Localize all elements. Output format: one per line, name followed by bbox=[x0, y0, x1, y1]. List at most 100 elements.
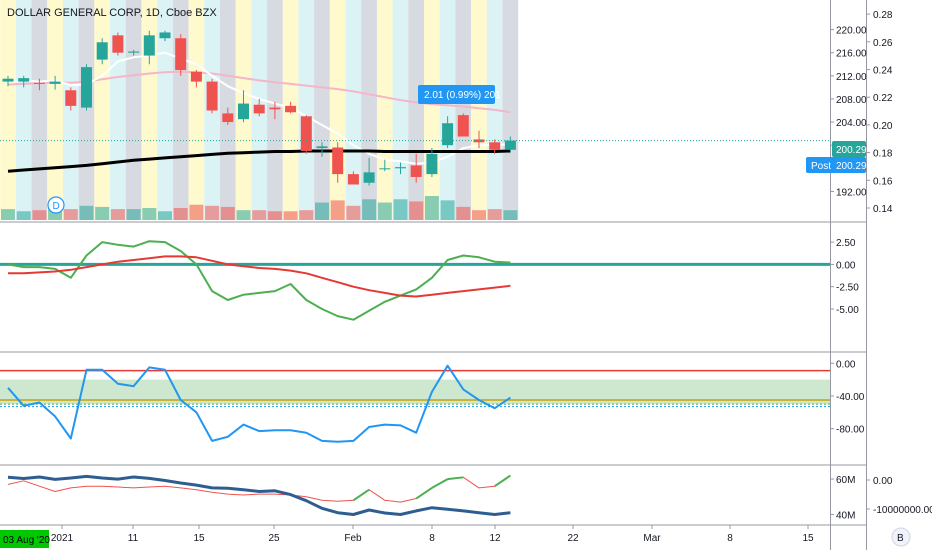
volume-bar bbox=[487, 209, 502, 220]
volume-bar bbox=[299, 210, 314, 220]
right-tick-label: 0.26 bbox=[873, 38, 893, 49]
x-tick-label: 11 bbox=[128, 533, 139, 544]
candle-body[interactable] bbox=[410, 165, 422, 177]
candle-body[interactable] bbox=[206, 81, 218, 111]
x-tick-label: 8 bbox=[429, 533, 435, 544]
candle-body[interactable] bbox=[269, 107, 281, 110]
williams-r-pane[interactable] bbox=[0, 364, 830, 443]
cycle-stripe bbox=[502, 0, 519, 220]
cycle-stripe bbox=[392, 0, 409, 220]
candle-body[interactable] bbox=[504, 140, 516, 150]
volume-bar bbox=[236, 210, 251, 220]
candle-body[interactable] bbox=[316, 146, 328, 149]
price-tick-label: 192.00 bbox=[836, 187, 867, 198]
x-tick-label: 2021 bbox=[51, 533, 74, 544]
candle-body[interactable] bbox=[285, 105, 297, 113]
candle-body[interactable] bbox=[347, 174, 359, 185]
volume-bar bbox=[32, 210, 47, 220]
candle-body[interactable] bbox=[128, 51, 140, 53]
candle-body[interactable] bbox=[143, 35, 155, 56]
wr-tick-label: -80.00 bbox=[836, 425, 865, 436]
volume-bar bbox=[95, 206, 110, 220]
macd-tick-label: 0.00 bbox=[836, 260, 856, 271]
volume-bar bbox=[205, 205, 220, 220]
right-tick-label: 0.24 bbox=[873, 66, 893, 77]
volume-bar bbox=[63, 209, 78, 220]
candle-body[interactable] bbox=[442, 123, 454, 146]
candle-body[interactable] bbox=[363, 172, 375, 183]
x-tick-label: 15 bbox=[193, 533, 205, 544]
dividend-marker[interactable]: D bbox=[47, 196, 65, 214]
obv-line bbox=[7, 474, 511, 516]
candle-body[interactable] bbox=[112, 35, 124, 53]
candle-body[interactable] bbox=[190, 71, 202, 82]
candle-body[interactable] bbox=[300, 116, 312, 151]
cycle-stripe bbox=[15, 0, 32, 220]
price-tick-label: 216.00 bbox=[836, 49, 867, 60]
cycle-stripe bbox=[376, 0, 393, 220]
candle-body[interactable] bbox=[2, 78, 14, 82]
cycle-stripe bbox=[298, 0, 315, 220]
macd-tick-label: 2.50 bbox=[836, 238, 856, 249]
volume-bar bbox=[220, 206, 235, 220]
candle-body[interactable] bbox=[253, 104, 265, 114]
price-tick-label: 220.00 bbox=[836, 26, 867, 37]
volume-bar bbox=[315, 202, 329, 220]
cycle-stripe bbox=[455, 0, 472, 220]
volume-bar bbox=[267, 211, 282, 220]
candle-body[interactable] bbox=[175, 38, 187, 71]
candle-body[interactable] bbox=[489, 142, 501, 150]
candle-body[interactable] bbox=[395, 167, 406, 169]
svg-text:D: D bbox=[53, 201, 60, 212]
candle-body[interactable] bbox=[49, 81, 61, 84]
x-tick-label: 25 bbox=[268, 533, 280, 544]
candle-body[interactable] bbox=[18, 78, 30, 82]
cycle-stripe bbox=[329, 0, 346, 220]
candle-body[interactable] bbox=[332, 147, 344, 175]
price-tag-label: 200.29 bbox=[836, 145, 867, 156]
x-tick-label: 15 bbox=[802, 533, 814, 544]
log-scale-button[interactable]: B bbox=[891, 527, 911, 547]
right-axis-bg bbox=[867, 0, 932, 550]
wr-tick-label: -40.00 bbox=[836, 392, 865, 403]
macd-pane[interactable] bbox=[0, 240, 830, 321]
cycle-stripe bbox=[0, 0, 16, 220]
volume-bar bbox=[173, 208, 188, 220]
post-label: Post bbox=[811, 161, 831, 172]
candle-body[interactable] bbox=[457, 115, 469, 137]
cycle-stripe bbox=[439, 0, 456, 220]
x-tick-label: Mar bbox=[643, 533, 661, 544]
volume-bar bbox=[79, 205, 94, 220]
right-tick-label: 0.28 bbox=[873, 10, 893, 21]
candle-body[interactable] bbox=[379, 168, 391, 170]
volume-bar bbox=[456, 206, 471, 220]
obv-pane[interactable] bbox=[7, 474, 511, 516]
volume-bar bbox=[346, 205, 361, 220]
candle-body[interactable] bbox=[426, 153, 438, 175]
cycle-stripe bbox=[408, 0, 425, 220]
candle-body[interactable] bbox=[473, 139, 485, 143]
measure-label: 2.01 (0.99%) 201 bbox=[424, 90, 501, 101]
cycle-stripe bbox=[314, 0, 330, 220]
measure-tooltip: 2.01 (0.99%) 201 bbox=[418, 85, 501, 104]
right-tick-label: 0.20 bbox=[873, 121, 893, 132]
obv-signal-rise bbox=[352, 488, 370, 502]
right-tick-label: 0.22 bbox=[873, 93, 893, 104]
candle-body[interactable] bbox=[238, 103, 249, 120]
volume-bar bbox=[409, 201, 424, 220]
candle-body[interactable] bbox=[96, 42, 108, 60]
candle-body[interactable] bbox=[33, 82, 45, 84]
signal-line bbox=[8, 255, 511, 298]
candle-body[interactable] bbox=[159, 32, 171, 39]
sma-black-line bbox=[7, 149, 511, 173]
price-pane[interactable] bbox=[0, 30, 830, 220]
candle-body[interactable] bbox=[81, 67, 92, 108]
candle-body[interactable] bbox=[65, 90, 77, 106]
obv-signal-rise bbox=[447, 476, 464, 481]
volume-bar bbox=[377, 202, 392, 220]
volume-bar bbox=[252, 210, 267, 220]
post-market-tag: Post 200.29 bbox=[806, 157, 867, 173]
candle-body[interactable] bbox=[222, 113, 234, 123]
